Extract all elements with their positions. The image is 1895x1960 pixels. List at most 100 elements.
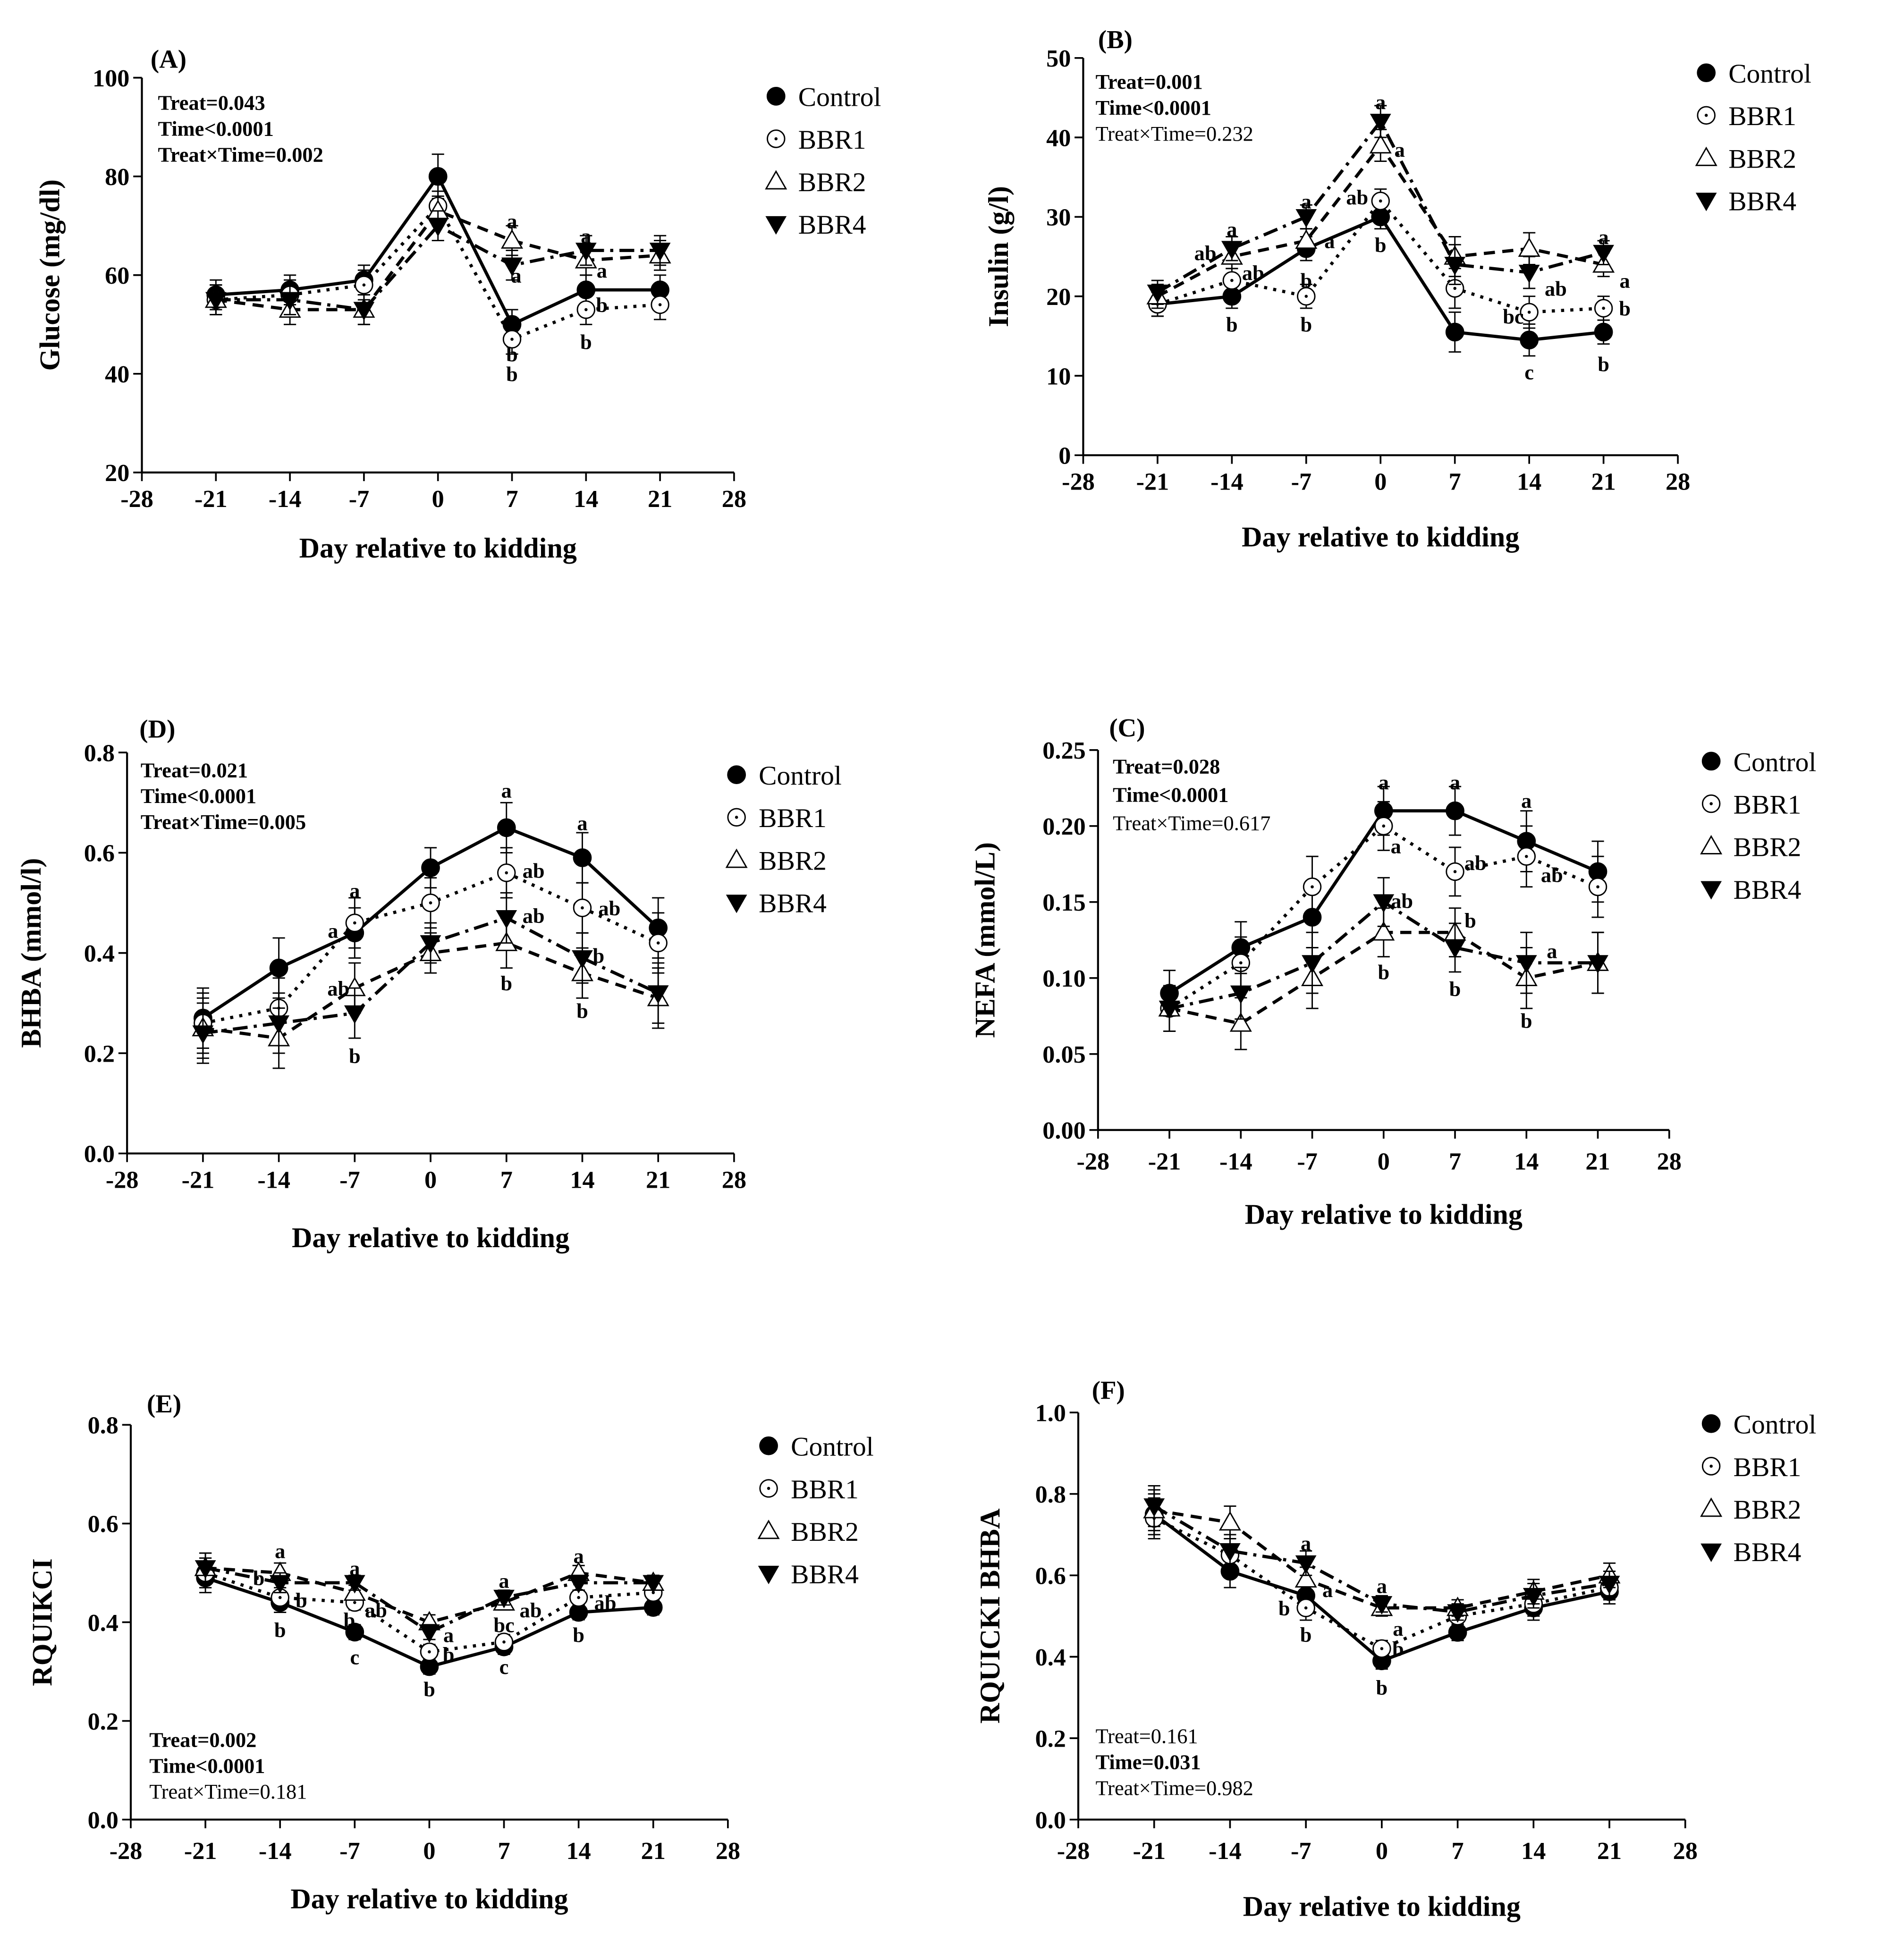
significance-letter: a xyxy=(1301,1531,1311,1555)
data-point xyxy=(1222,271,1242,290)
significance-letter: a xyxy=(597,259,607,282)
significance-letter: b xyxy=(1226,313,1238,336)
x-tick-label: 21 xyxy=(1591,468,1616,495)
panel-f: 0.0 0.2 0.4 0.6 0.8 1.0 -28 -21 -14 -7 0 7 14 21 28 Day… xyxy=(974,1376,1817,1922)
significance-letter: bc xyxy=(1503,304,1523,328)
data-point xyxy=(501,257,523,276)
legend-marker-bbr4 xyxy=(1695,193,1717,211)
legend-label: Control xyxy=(791,1432,874,1462)
panel-label: (B) xyxy=(1098,25,1133,54)
significance-letter: a xyxy=(1322,1578,1333,1602)
data-point xyxy=(192,1025,214,1044)
legend-label: Control xyxy=(798,83,881,112)
y-tick-label: 10 xyxy=(1046,363,1071,390)
significance-letter: a xyxy=(349,1556,360,1580)
data-point xyxy=(1303,877,1322,896)
panel-label: (A) xyxy=(151,45,186,74)
y-tick-label: 0.0 xyxy=(1035,1807,1066,1834)
x-tick-label: -14 xyxy=(1219,1148,1252,1175)
significance-letter: b xyxy=(423,1677,435,1701)
significance-letter: ab xyxy=(594,1591,617,1614)
legend-label: BBR1 xyxy=(791,1475,859,1504)
significance-letter: a xyxy=(1450,770,1460,794)
significance-letter: ab xyxy=(1541,863,1563,887)
y-tick-label: 0 xyxy=(1058,442,1071,470)
legend-label: BBR2 xyxy=(759,846,827,876)
x-tick-label: -14 xyxy=(1210,468,1244,495)
series-bbr2 xyxy=(194,1552,665,1631)
data-point xyxy=(1523,1588,1544,1607)
legend-marker-bbr4 xyxy=(765,216,787,235)
data-point xyxy=(1297,287,1316,306)
data-point xyxy=(502,329,522,349)
x-tick-label: 7 xyxy=(498,1837,510,1865)
legend: Control BBR1 BBR2 BBR4 xyxy=(757,1432,874,1589)
series-bbr4 xyxy=(192,892,669,1064)
legend-label: Control xyxy=(759,761,842,791)
data-point xyxy=(647,985,669,1004)
significance-letter: a xyxy=(1619,269,1630,293)
significance-letter: b xyxy=(576,999,588,1023)
y-tick-label: 0.4 xyxy=(88,1609,118,1637)
x-tick-label: -7 xyxy=(339,1166,360,1194)
data-point xyxy=(1587,955,1608,974)
data-point xyxy=(1295,229,1318,249)
data-point xyxy=(195,1560,216,1579)
significance-letter: a xyxy=(577,811,587,835)
series-bbr4 xyxy=(205,210,671,325)
data-point xyxy=(1369,134,1392,154)
x-tick-label: -7 xyxy=(1297,1148,1318,1175)
data-point xyxy=(1373,894,1395,913)
legend-label: Control xyxy=(1728,59,1811,89)
legend: Control BBR1 BBR2 BBR4 xyxy=(1700,1410,1816,1567)
x-tick-label: -28 xyxy=(1062,468,1095,495)
data-point xyxy=(344,1005,365,1024)
y-tick-label: 0.00 xyxy=(1042,1117,1085,1144)
significance-letter: b xyxy=(1375,233,1387,257)
legend-marker-bbr4 xyxy=(1700,1543,1722,1562)
legend-label: BBR4 xyxy=(1734,875,1802,905)
significance-letter: c xyxy=(1524,360,1534,384)
significance-letter: a xyxy=(1547,939,1557,963)
significance-letter: a xyxy=(581,224,591,248)
x-tick-label: 0 xyxy=(1378,1148,1390,1175)
data-point xyxy=(1295,1555,1317,1574)
x-tick-label: 14 xyxy=(567,1837,591,1865)
series-bbr1 xyxy=(1148,188,1613,329)
data-point xyxy=(420,935,441,954)
data-point xyxy=(1302,955,1323,974)
significance-letter: b xyxy=(1619,297,1631,321)
data-point xyxy=(421,858,440,878)
data-point xyxy=(572,950,593,969)
x-tick-label: 14 xyxy=(574,485,598,513)
x-tick-label: -21 xyxy=(1148,1148,1181,1175)
data-point xyxy=(428,167,448,186)
stat-text: Treat×Time=0.005 xyxy=(141,810,306,834)
x-tick-label: 0 xyxy=(1374,468,1387,495)
significance-letter: a xyxy=(1324,229,1335,253)
data-point xyxy=(1229,1012,1252,1032)
x-tick-label: -21 xyxy=(184,1837,217,1865)
legend-label: BBR1 xyxy=(1734,790,1802,819)
significance-letter: b xyxy=(596,293,608,317)
x-tick-label: -14 xyxy=(259,1837,292,1865)
y-tick-label: 0.0 xyxy=(84,1141,115,1168)
x-tick-label: 0 xyxy=(1376,1837,1388,1865)
data-point xyxy=(494,1632,514,1652)
stat-text: Treat×Time=0.002 xyxy=(158,143,323,166)
legend-marker-bbr1 xyxy=(727,808,746,827)
y-tick-label: 0.25 xyxy=(1042,737,1085,764)
significance-letter: a xyxy=(275,1539,285,1563)
data-point xyxy=(1219,1543,1241,1562)
significance-letter: b xyxy=(506,363,518,386)
legend-label: BBR1 xyxy=(798,125,866,155)
legend-marker-bbr4 xyxy=(1700,881,1722,900)
data-point xyxy=(1159,1000,1180,1019)
data-point xyxy=(1447,1604,1468,1623)
legend-marker-bbr2 xyxy=(1695,146,1717,166)
significance-letter: b xyxy=(1376,1676,1388,1699)
x-tick-label: 7 xyxy=(1449,468,1461,495)
data-point xyxy=(419,1624,440,1643)
data-point xyxy=(1371,192,1390,211)
significance-letter: a xyxy=(1301,189,1311,213)
